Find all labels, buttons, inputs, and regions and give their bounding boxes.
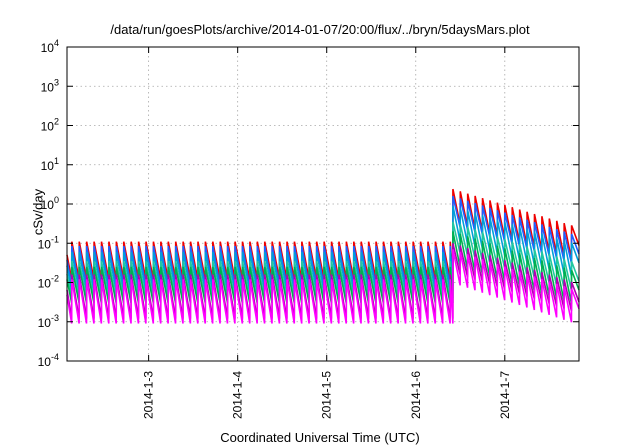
y-tick-label: 103 bbox=[41, 77, 59, 94]
series-line bbox=[66, 249, 580, 324]
x-tick-label: 2014-1-6 bbox=[409, 371, 423, 419]
series-lines bbox=[66, 188, 580, 324]
y-tick-label: 10-2 bbox=[38, 274, 59, 291]
y-tick-label: 101 bbox=[41, 156, 59, 173]
chart-title: /data/run/goesPlots/archive/2014-01-07/2… bbox=[110, 22, 530, 37]
y-tick-label: 102 bbox=[41, 117, 59, 134]
axes bbox=[66, 46, 580, 362]
plot-frame bbox=[66, 46, 580, 362]
x-tick-label: 2014-1-7 bbox=[498, 371, 512, 419]
x-tick-labels: 2014-1-3 2014-1-4 2014-1-5 2014-1-6 2014-1-7 bbox=[142, 371, 512, 419]
y-tick-label: 10-3 bbox=[38, 313, 59, 330]
y-tick-label: 104 bbox=[41, 38, 59, 55]
x-tick-label: 2014-1-4 bbox=[231, 371, 245, 419]
y-tick-label: 10-1 bbox=[38, 234, 59, 251]
x-axis-label: Coordinated Universal Time (UTC) bbox=[220, 430, 420, 445]
y-axis-label: cSv/day bbox=[30, 188, 46, 236]
y-tick-label: 10-4 bbox=[38, 352, 59, 369]
y-tick-labels: 10-4 10-3 10-2 10-1 100 101 102 103 104 bbox=[38, 38, 59, 369]
y-tick-label: 100 bbox=[41, 195, 59, 212]
grid-lines bbox=[67, 47, 579, 361]
x-tick-label: 2014-1-3 bbox=[142, 371, 156, 419]
x-tick-label: 2014-1-5 bbox=[320, 371, 334, 419]
